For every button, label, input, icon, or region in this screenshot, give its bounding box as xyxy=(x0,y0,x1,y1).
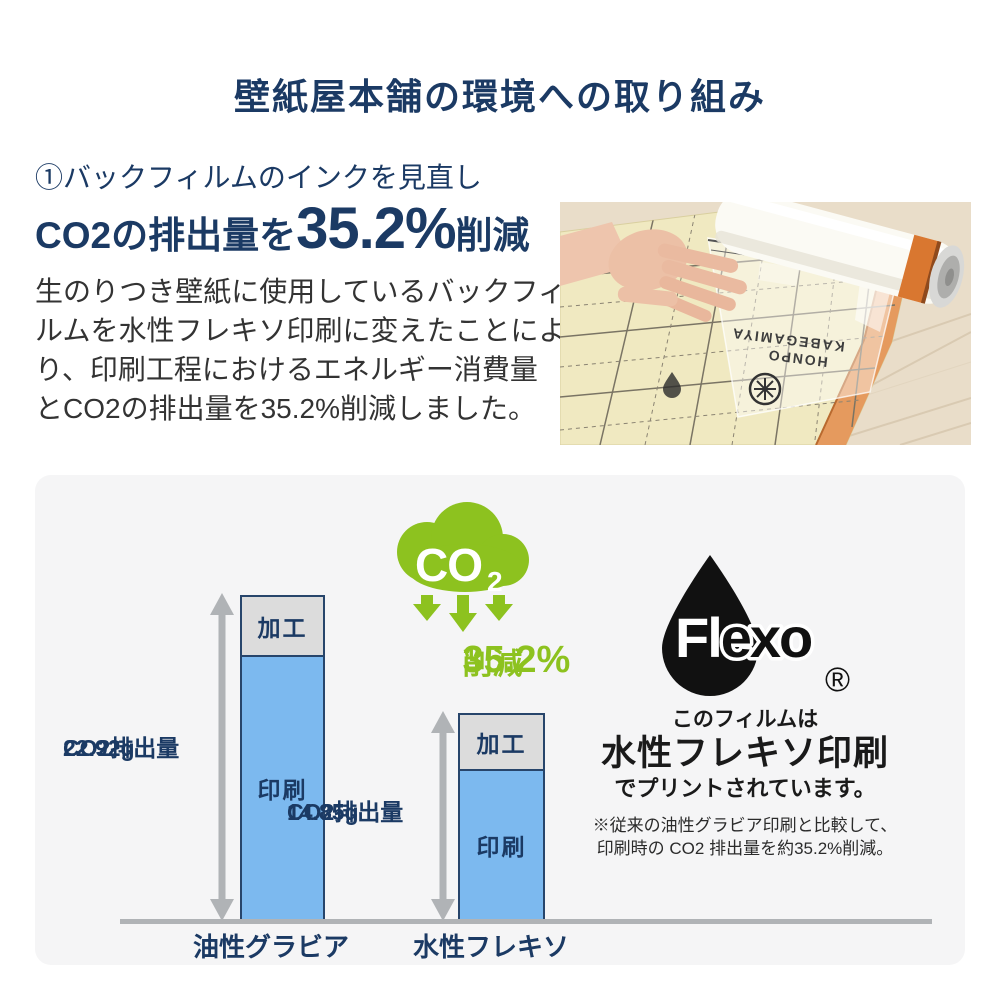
segment-processing: 加工 xyxy=(242,597,323,657)
segment-processing: 加工 xyxy=(460,715,543,771)
co2-cloud-icon: CO 2 xyxy=(397,502,529,632)
cloud-gas-text: CO xyxy=(415,539,482,591)
axis-label-gravure: 油性グラビア xyxy=(192,932,349,962)
hand xyxy=(560,222,747,322)
film-stamp-icon xyxy=(748,372,782,406)
logo-text-fl: Fl xyxy=(675,606,721,669)
printed-droplet-icon xyxy=(663,372,681,398)
flexo-logo-text: Fl exo xyxy=(675,606,812,669)
flexo-registered-mark: ® xyxy=(825,661,850,699)
film-brand-text: HONPO xyxy=(766,347,829,370)
headline-prefix: CO2の排出量を xyxy=(35,215,297,256)
total-label-value: 14.85g xyxy=(287,799,359,825)
co2-comparison-panel: 加工 印刷 CO2排出量 22.92g xyxy=(35,475,965,965)
roll-orange-band xyxy=(897,234,940,304)
axis-label-flexo: 水性フレキソ xyxy=(412,932,569,962)
intro-section: ①バックフィルムのインクを見直し CO2の排出量を 35.2% 削減 生のりつき壁紙… xyxy=(35,156,567,428)
caption-suffix: 削減 xyxy=(462,648,523,681)
total-label-value: 22.92g xyxy=(63,735,135,761)
caption-percentage: 35.2% xyxy=(462,639,571,681)
paragraph-line: ルムを水性フレキソ印刷に変えたことによ xyxy=(35,315,567,346)
emission-height-arrow-flexo xyxy=(431,711,455,921)
flexo-footnote-line1: ※従来の油性グラビア印刷と比較して、 xyxy=(592,816,898,835)
co2-reduction-headline: CO2の排出量を 35.2% 削減 xyxy=(35,200,560,259)
flexo-description-line3: でプリントされています。 xyxy=(614,776,876,801)
total-label-title: CO2排出量 xyxy=(63,735,180,761)
flexo-footnote-line2: 印刷時の CO2 排出量を約35.2%削減。 xyxy=(596,839,894,858)
backing-film-photo-illustration: KABEGAMIYA HONPO xyxy=(559,190,972,446)
chart-baseline xyxy=(120,919,932,924)
paragraph-line: とCO2の排出量を35.2%削減しました。 xyxy=(35,393,536,424)
intro-paragraph: 生のりつき壁紙に使用しているバックフィ ルムを水性フレキソ印刷に変えたことによ … xyxy=(35,272,567,428)
headline-percentage: 35.2% xyxy=(296,196,456,261)
product-photo: KABEGAMIYA HONPO xyxy=(559,190,972,446)
bar-oil-gravure: 加工 印刷 xyxy=(240,595,325,921)
segment-label: 印刷 xyxy=(257,777,308,803)
total-label-title: CO2排出量 xyxy=(287,799,404,825)
cloud-gas-subscript: 2 xyxy=(487,566,503,597)
flexo-logo: Fl exo ® xyxy=(662,555,850,699)
headline-suffix: 削減 xyxy=(455,215,530,256)
logo-text-exo: exo xyxy=(721,606,812,669)
flexo-description-line1: このフィルムは xyxy=(671,708,819,731)
intro-heading: ①バックフィルムのインクを見直し xyxy=(35,162,482,193)
bar-water-flexo: 加工 印刷 xyxy=(458,713,545,921)
wallpaper-roll xyxy=(715,190,965,308)
segment-label: 加工 xyxy=(476,731,527,757)
paragraph-line: 生のりつき壁紙に使用しているバックフィ xyxy=(35,276,566,307)
emission-height-arrow-gravure xyxy=(210,593,234,921)
segment-printing: 印刷 xyxy=(460,771,543,919)
paragraph-line: り、印刷工程におけるエネルギー消費量 xyxy=(35,354,538,385)
segment-label: 印刷 xyxy=(476,834,527,860)
droplet-icon xyxy=(662,555,758,696)
segment-printing: 印刷 xyxy=(242,657,323,919)
segment-label: 加工 xyxy=(257,615,308,641)
page-title: 壁紙屋本舗の環境への取り組み xyxy=(233,76,766,117)
flexo-description-line2: 水性フレキソ印刷 xyxy=(600,734,889,773)
